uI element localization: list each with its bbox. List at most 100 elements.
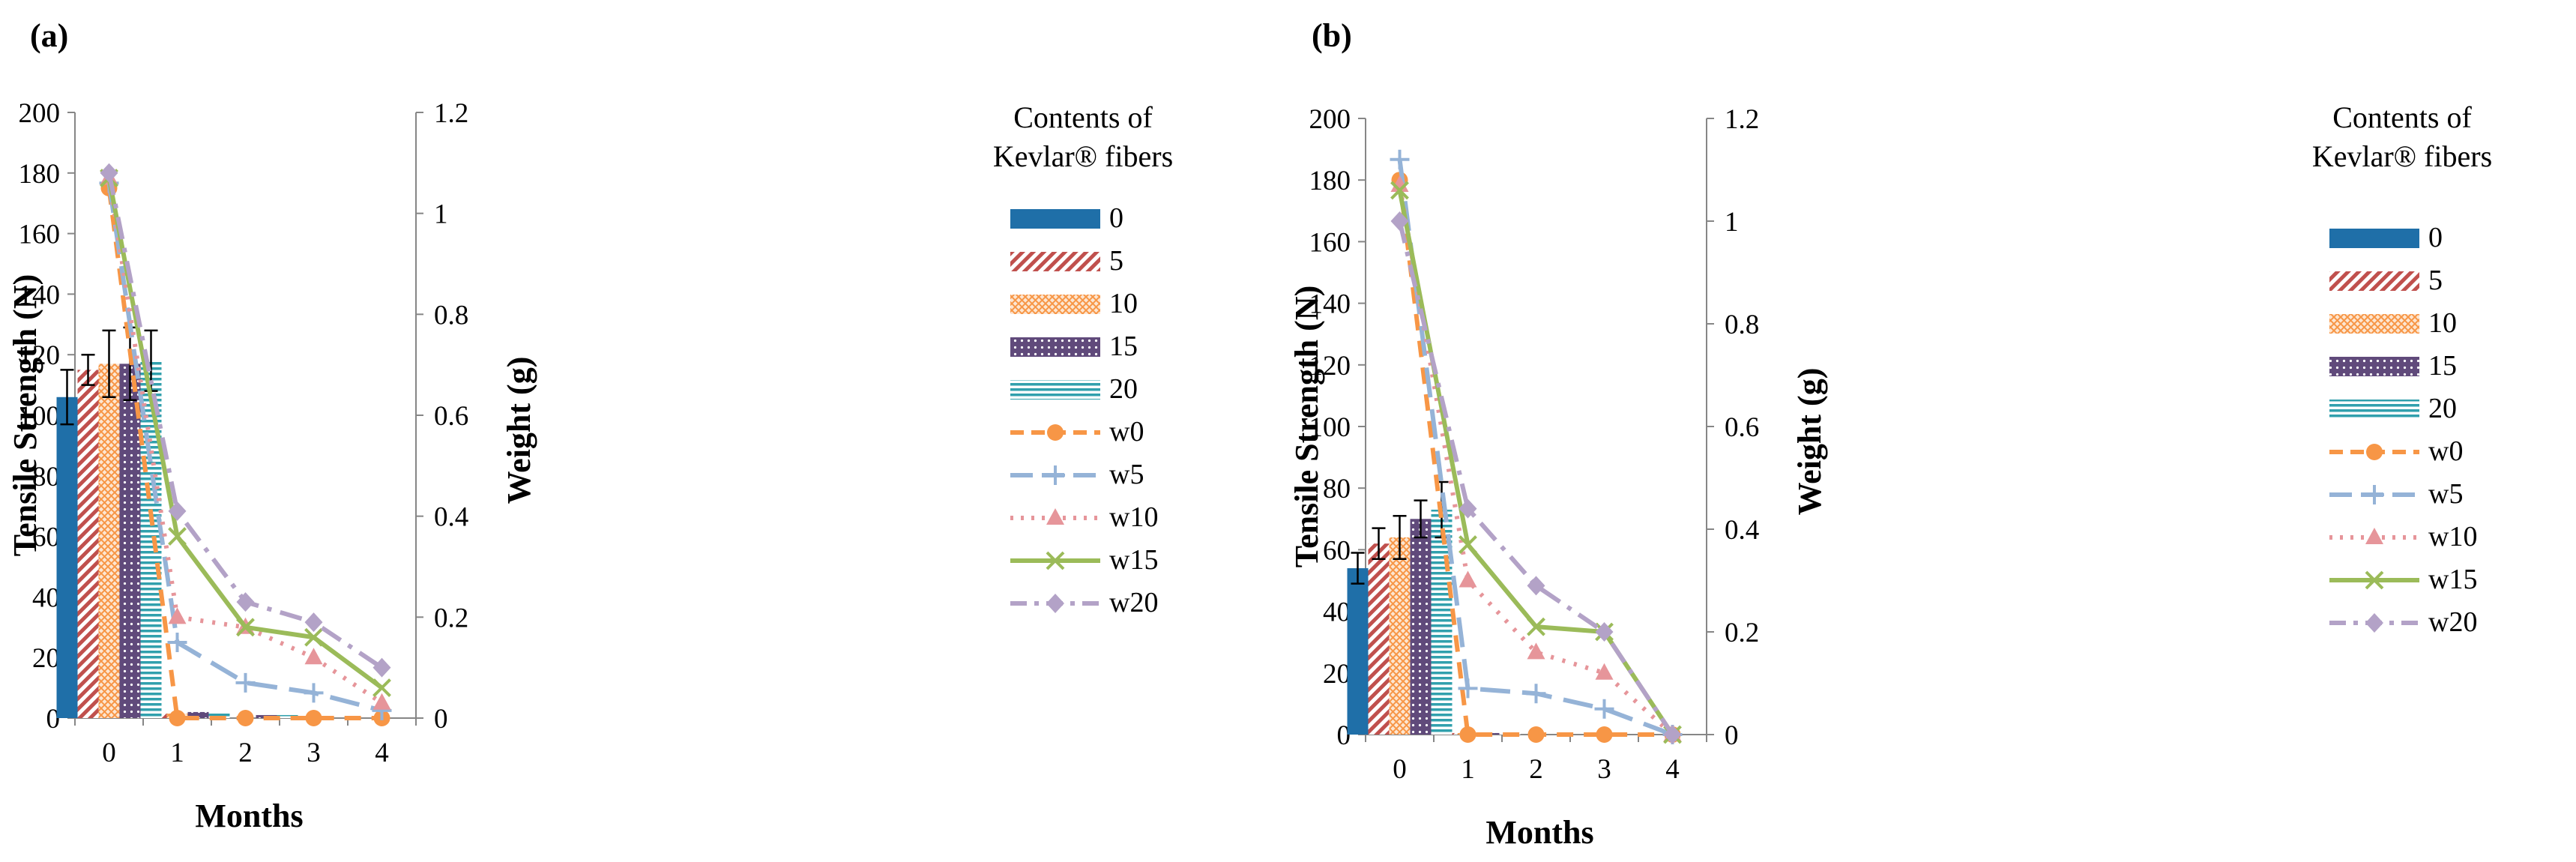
bar (277, 714, 298, 718)
y-left-tick-label: 0 (46, 704, 61, 735)
series-point (1526, 684, 1546, 704)
legend-label: 0 (1109, 202, 1123, 234)
bar (56, 397, 78, 718)
y-left-tick-label: 40 (1323, 597, 1351, 628)
legend-label: w10 (2428, 521, 2477, 552)
series-point (236, 592, 255, 612)
panel-label: (b) (1312, 17, 1352, 54)
y-left-tick-label: 200 (19, 98, 61, 129)
y-right-tick-label: 0.2 (434, 603, 468, 633)
legend-label: w15 (1109, 544, 1158, 576)
series-point (168, 607, 187, 624)
error-bar (1351, 552, 1365, 585)
x-tick-label: 0 (102, 738, 116, 768)
series-point (237, 710, 254, 726)
series-point (169, 710, 186, 726)
x-tick-label: 1 (170, 738, 184, 768)
x-tick-label: 1 (1461, 754, 1475, 785)
legend-title: Contents of (1013, 100, 1153, 134)
legend-swatch (1010, 295, 1100, 314)
legend-swatch (1010, 337, 1100, 357)
y-left-tick-label: 100 (1309, 412, 1351, 443)
y-right-tick-label: 1 (1725, 207, 1739, 238)
panel-label: (a) (30, 17, 68, 54)
y-left-tick-label: 180 (19, 159, 61, 190)
series-point (1527, 576, 1545, 596)
legend-marker (1046, 465, 1065, 485)
bar (1368, 543, 1390, 735)
error-bar (1372, 527, 1386, 560)
bar (98, 364, 120, 718)
error-bar (102, 329, 116, 399)
x-tick-label: 4 (1665, 754, 1680, 785)
x-axis-title: Months (1485, 814, 1593, 851)
y-left-tick-label: 180 (1309, 166, 1351, 196)
series-point (372, 693, 391, 710)
series-point (372, 678, 391, 698)
series-point (1663, 725, 1682, 744)
bar (1389, 537, 1411, 735)
series-point (304, 648, 323, 665)
series-point (1459, 570, 1477, 588)
error-bar (60, 369, 74, 426)
series-point (1527, 617, 1545, 636)
y-left-tick-label: 20 (32, 643, 60, 674)
series-point (1596, 726, 1613, 743)
bar (187, 711, 209, 718)
legend-marker (2365, 528, 2383, 544)
series-point (100, 163, 118, 183)
y-left-tick-label: 0 (1337, 720, 1351, 751)
y-left-tick-label: 120 (1309, 351, 1351, 382)
legend-label: 5 (1109, 245, 1123, 277)
y-right-tick-label: 0.6 (434, 401, 468, 432)
panel-b: (b)02040608010012014016018020000.20.40.6… (1288, 17, 2492, 851)
y-left-tick-label: 80 (1323, 474, 1351, 504)
x-tick-label: 3 (307, 738, 321, 768)
y-left-axis-title: Tensile Strength (N) (7, 274, 43, 556)
bar (77, 370, 99, 718)
legend-swatch (2329, 229, 2419, 248)
series-point (1527, 642, 1545, 660)
legend-label: 10 (2428, 307, 2457, 339)
y-left-tick-label: 60 (1323, 535, 1351, 566)
legend-swatch (2329, 271, 2419, 291)
series-line-w5 (106, 182, 383, 713)
y-left-tick-label: 80 (32, 462, 60, 492)
error-bar (1414, 499, 1428, 539)
legend-marker (1046, 594, 1064, 613)
legend-marker (2366, 444, 2383, 460)
legend-swatch (2329, 400, 2419, 419)
series-point (1458, 678, 1478, 699)
legend-swatch (1010, 252, 1100, 271)
y-right-tick-label: 1.2 (434, 98, 468, 129)
legend-label: w5 (2428, 478, 2463, 510)
legend-label: w0 (2428, 435, 2463, 467)
series-point (1459, 535, 1477, 554)
y-left-tick-label: 20 (1323, 659, 1351, 690)
series-point (1459, 726, 1476, 743)
legend-label: 20 (2428, 393, 2457, 424)
series-point (1390, 149, 1410, 169)
legend-label: 5 (2428, 265, 2443, 296)
y-right-tick-label: 0.6 (1725, 412, 1759, 443)
legend-title: Contents of (2332, 100, 2472, 134)
x-tick-label: 3 (1597, 754, 1611, 785)
y-right-tick-label: 0.8 (434, 300, 468, 331)
series-point (167, 633, 187, 652)
y-left-tick-label: 60 (32, 522, 60, 553)
panel-a: (a)02040608010012014016018020000.20.40.6… (7, 17, 1173, 834)
x-tick-label: 2 (1529, 754, 1543, 785)
y-right-tick-label: 0 (434, 704, 448, 735)
legend-label: w0 (1109, 416, 1144, 447)
x-tick-label: 4 (375, 738, 389, 768)
series-point (304, 612, 323, 633)
legend-label: w10 (1109, 501, 1158, 533)
y-left-axis-title: Tensile Strength (N) (1288, 286, 1325, 567)
error-bar (1393, 514, 1407, 560)
legend-label: 15 (1109, 331, 1138, 362)
legend-marker (1047, 424, 1064, 441)
legend-swatch (2329, 314, 2419, 334)
legend-label: w20 (1109, 587, 1158, 618)
legend-label: w5 (1109, 459, 1144, 490)
